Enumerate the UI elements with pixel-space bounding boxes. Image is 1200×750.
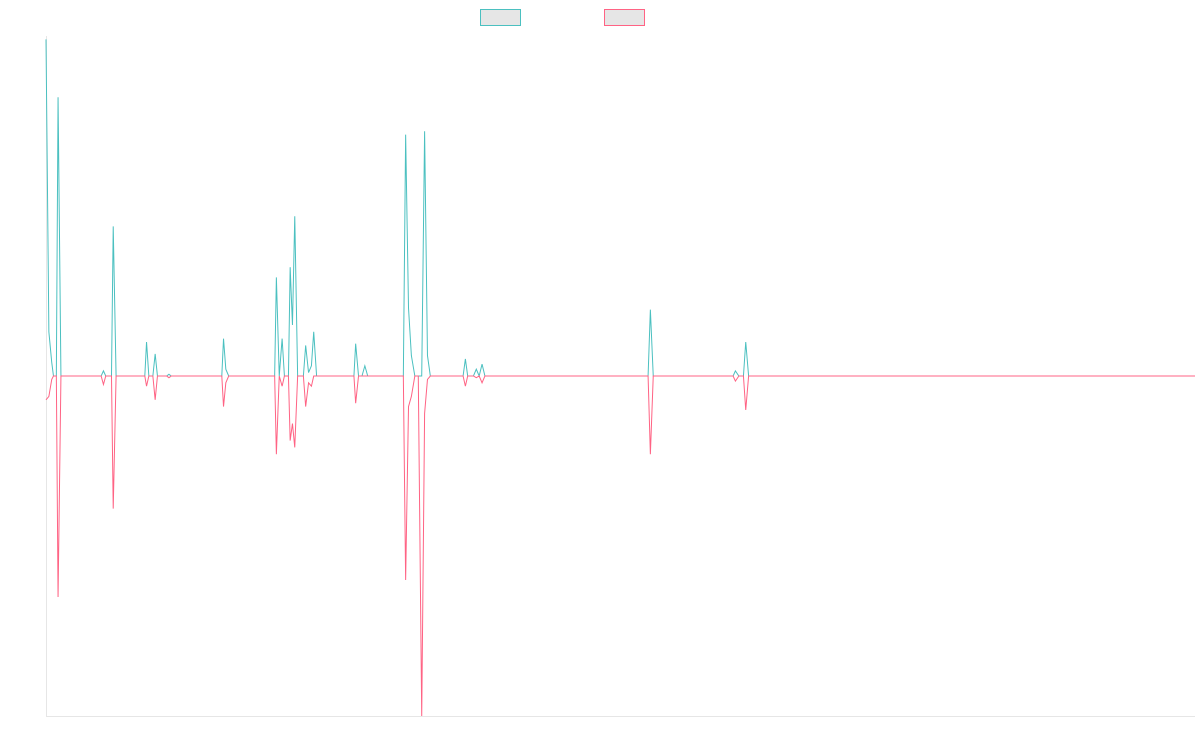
legend-swatch [604, 9, 645, 26]
series-layer [45, 39, 1195, 717]
series-line-2 [45, 375, 1195, 717]
series-line-1 [45, 39, 1195, 378]
axes [46, 36, 1195, 717]
legend [480, 9, 645, 26]
legend-swatch [480, 9, 521, 26]
legend-item [480, 9, 521, 26]
legend-item [604, 9, 645, 26]
